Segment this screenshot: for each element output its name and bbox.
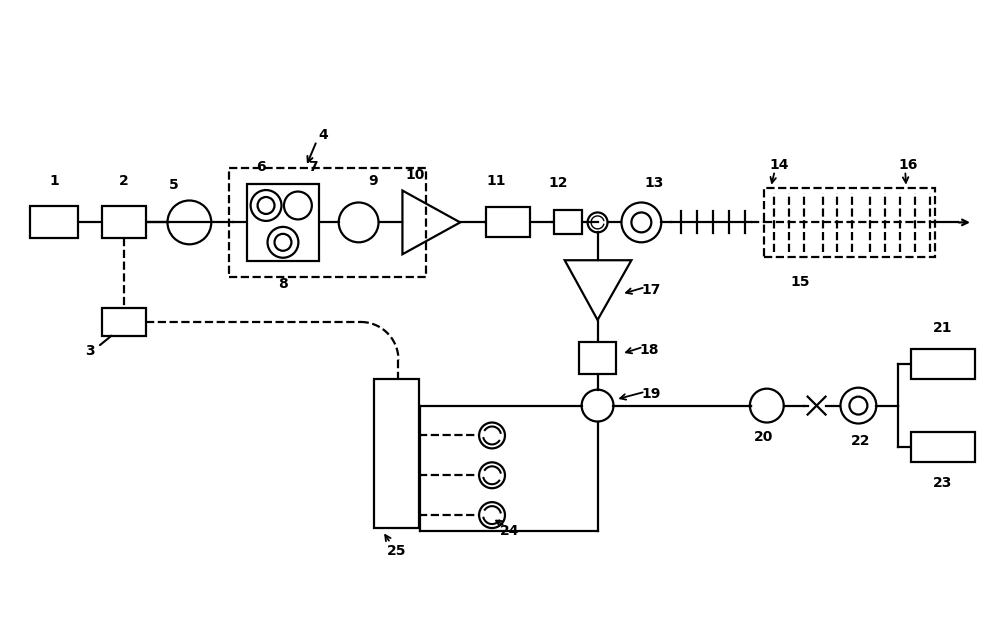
Text: 17: 17 xyxy=(642,283,661,297)
Text: 18: 18 xyxy=(640,343,659,357)
Bar xyxy=(374,379,419,528)
Text: 4: 4 xyxy=(318,128,328,142)
Bar xyxy=(102,308,146,336)
Text: 15: 15 xyxy=(791,275,810,289)
Bar xyxy=(579,342,616,374)
Text: 19: 19 xyxy=(642,387,661,401)
Text: 2: 2 xyxy=(119,174,129,187)
Bar xyxy=(229,167,426,277)
Bar xyxy=(554,211,582,234)
Text: 12: 12 xyxy=(548,176,567,189)
Text: 6: 6 xyxy=(256,160,266,174)
Bar xyxy=(102,206,146,238)
Bar xyxy=(911,349,975,379)
Text: 25: 25 xyxy=(387,544,406,558)
Text: 10: 10 xyxy=(406,167,425,182)
Text: 22: 22 xyxy=(851,435,870,448)
Text: 5: 5 xyxy=(169,177,178,192)
Text: 20: 20 xyxy=(754,431,774,445)
Text: 8: 8 xyxy=(278,277,288,291)
Bar xyxy=(486,208,530,238)
Text: 13: 13 xyxy=(645,176,664,189)
Text: 3: 3 xyxy=(85,344,95,358)
Bar xyxy=(764,187,935,257)
Text: 7: 7 xyxy=(308,160,318,174)
Text: 24: 24 xyxy=(500,524,520,538)
Text: 1: 1 xyxy=(49,174,59,187)
Bar xyxy=(911,433,975,462)
Text: 23: 23 xyxy=(933,477,953,490)
Text: 11: 11 xyxy=(486,174,506,187)
Text: 9: 9 xyxy=(368,174,377,187)
Text: 14: 14 xyxy=(769,157,789,172)
Text: 21: 21 xyxy=(933,321,953,335)
Bar xyxy=(30,206,78,238)
Text: 16: 16 xyxy=(898,157,918,172)
Bar xyxy=(247,184,319,261)
